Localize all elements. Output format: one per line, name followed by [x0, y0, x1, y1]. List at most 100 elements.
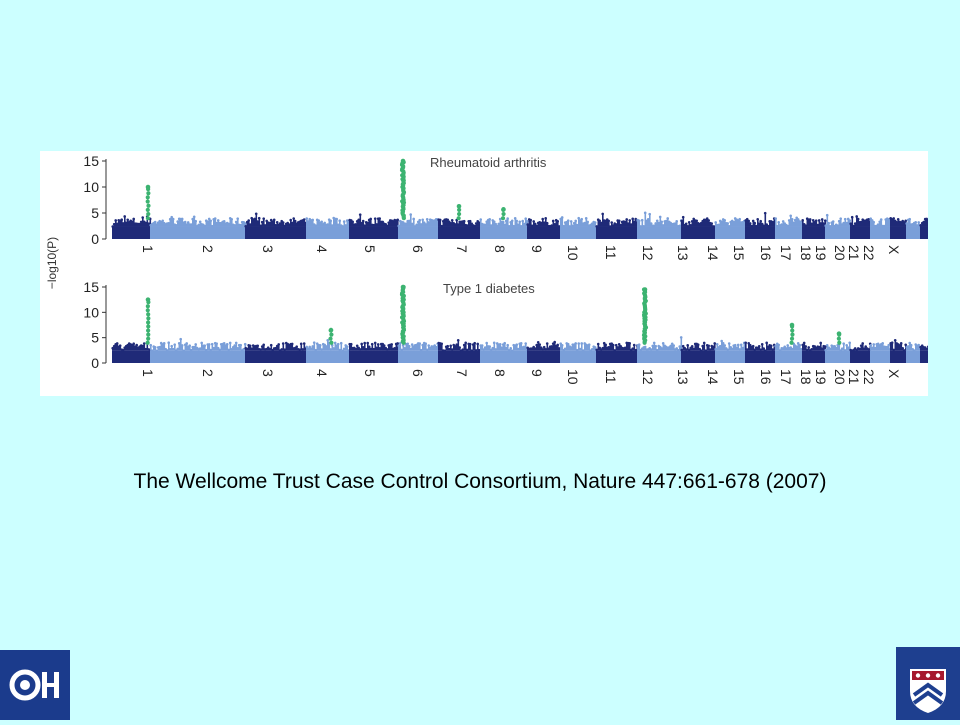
chromosome-block-2	[149, 338, 246, 363]
chromosome-block-17	[801, 342, 826, 363]
chromosome-block-9	[526, 341, 560, 363]
x-tick-label: 12	[640, 369, 656, 385]
penn-logo	[896, 647, 960, 720]
chromosome-block-X	[919, 341, 928, 363]
x-tick-label: 10	[565, 245, 581, 261]
x-tick-label: 9	[529, 245, 545, 253]
chromosome-block-20	[869, 342, 891, 363]
x-tick-label: 11	[603, 245, 619, 260]
chromosome-block-14	[714, 217, 745, 239]
chromosome-block-13	[680, 216, 716, 239]
chromosome-block-18	[824, 214, 851, 239]
significant-peak-chr12	[642, 287, 648, 345]
x-tick-label: X	[886, 245, 902, 255]
chromosome-block-9	[526, 217, 560, 239]
x-tick-label: 20	[832, 245, 848, 261]
chromosome-block-19	[849, 342, 871, 363]
chromosome-block-22	[905, 218, 921, 239]
significant-peak-chr6	[400, 159, 406, 221]
x-tick-label: 3	[260, 245, 276, 253]
x-tick-label: 4	[314, 369, 330, 377]
significant-peak-chr1	[146, 297, 151, 344]
significant-peak-chr8	[501, 207, 506, 220]
chromosome-block-15	[744, 341, 775, 363]
chromosome-block-18	[824, 341, 851, 363]
y-axis-label: −log10(P)	[45, 237, 59, 289]
x-tick-label: 14	[705, 245, 721, 261]
x-tick-label: 14	[705, 369, 721, 385]
chromosome-block-21	[889, 339, 907, 363]
x-tick-label: 1	[140, 245, 156, 253]
chromosome-block-8	[479, 217, 528, 239]
significant-peak-chr1	[146, 185, 151, 221]
x-tick-label: 4	[314, 245, 330, 253]
chromosome-block-8	[479, 342, 528, 363]
x-tick-label: 6	[410, 369, 426, 377]
chromosome-block-22	[905, 342, 921, 363]
chromosome-block-3	[244, 212, 307, 239]
panel-title: Type 1 diabetes	[443, 281, 535, 296]
chromosome-block-1	[111, 342, 151, 363]
chop-logo-icon	[0, 650, 70, 720]
chromosome-block-1	[111, 215, 151, 239]
x-tick-label: 8	[492, 369, 508, 377]
x-tick-label: 13	[675, 369, 691, 385]
x-tick-label: 19	[813, 245, 829, 261]
significant-peak-chr7	[457, 204, 462, 220]
x-tick-label: 10	[565, 369, 581, 385]
chromosome-block-16	[774, 342, 802, 363]
penn-shield-icon	[896, 647, 960, 720]
significant-peak-chr6	[400, 285, 406, 345]
y-tick-label: 0	[91, 231, 99, 247]
x-tick-label: 20	[832, 369, 848, 385]
y-tick-label: 0	[91, 355, 99, 371]
x-tick-label: 15	[731, 369, 747, 385]
chromosome-block-6	[397, 342, 439, 363]
x-tick-label: 21	[846, 369, 862, 385]
chromosome-block-4	[305, 339, 350, 363]
x-tick-label: 2	[200, 369, 216, 377]
citation-text: The Wellcome Trust Case Control Consorti…	[0, 470, 960, 494]
x-tick-label: 19	[813, 369, 829, 385]
chromosome-block-5	[348, 342, 399, 363]
x-tick-label: 16	[758, 245, 774, 261]
y-tick-label: 5	[91, 205, 99, 221]
x-tick-label: X	[886, 369, 902, 379]
x-tick-label: 17	[778, 369, 794, 385]
significant-peak-chr16	[789, 323, 794, 345]
chromosome-block-20	[869, 217, 891, 239]
x-tick-label: 8	[492, 245, 508, 253]
y-tick-label: 15	[83, 153, 99, 169]
chromosome-block-11	[595, 213, 638, 239]
chromosome-block-2	[149, 215, 246, 239]
x-tick-label: 2	[200, 245, 216, 253]
x-tick-label: 5	[362, 245, 378, 253]
chromosome-block-7	[437, 218, 480, 239]
chromosome-block-10	[559, 216, 596, 239]
chromosome-block-15	[744, 212, 775, 239]
x-tick-label: 3	[260, 369, 276, 377]
x-tick-label: 7	[454, 245, 470, 253]
chromosome-block-5	[348, 213, 399, 239]
y-tick-label: 10	[83, 179, 99, 195]
chromosome-block-16	[774, 214, 802, 239]
x-tick-label: 16	[758, 369, 774, 385]
x-tick-label: 22	[861, 369, 877, 385]
chromosome-block-14	[714, 340, 745, 363]
x-tick-label: 21	[846, 245, 862, 261]
chromosome-block-19	[849, 215, 871, 239]
chromosome-block-X	[919, 218, 928, 239]
x-tick-label: 18	[798, 245, 814, 261]
chromosome-block-3	[244, 342, 307, 363]
significant-peak-chr18	[837, 331, 842, 345]
chromosome-block-11	[595, 342, 638, 363]
chromosome-block-10	[559, 342, 596, 363]
x-tick-label: 22	[861, 245, 877, 261]
x-tick-label: 9	[529, 369, 545, 377]
chromosome-block-12	[636, 212, 682, 239]
x-tick-label: 13	[675, 245, 691, 261]
chop-logo	[0, 650, 70, 720]
x-tick-label: 18	[798, 369, 814, 385]
x-tick-label: 1	[140, 369, 156, 377]
